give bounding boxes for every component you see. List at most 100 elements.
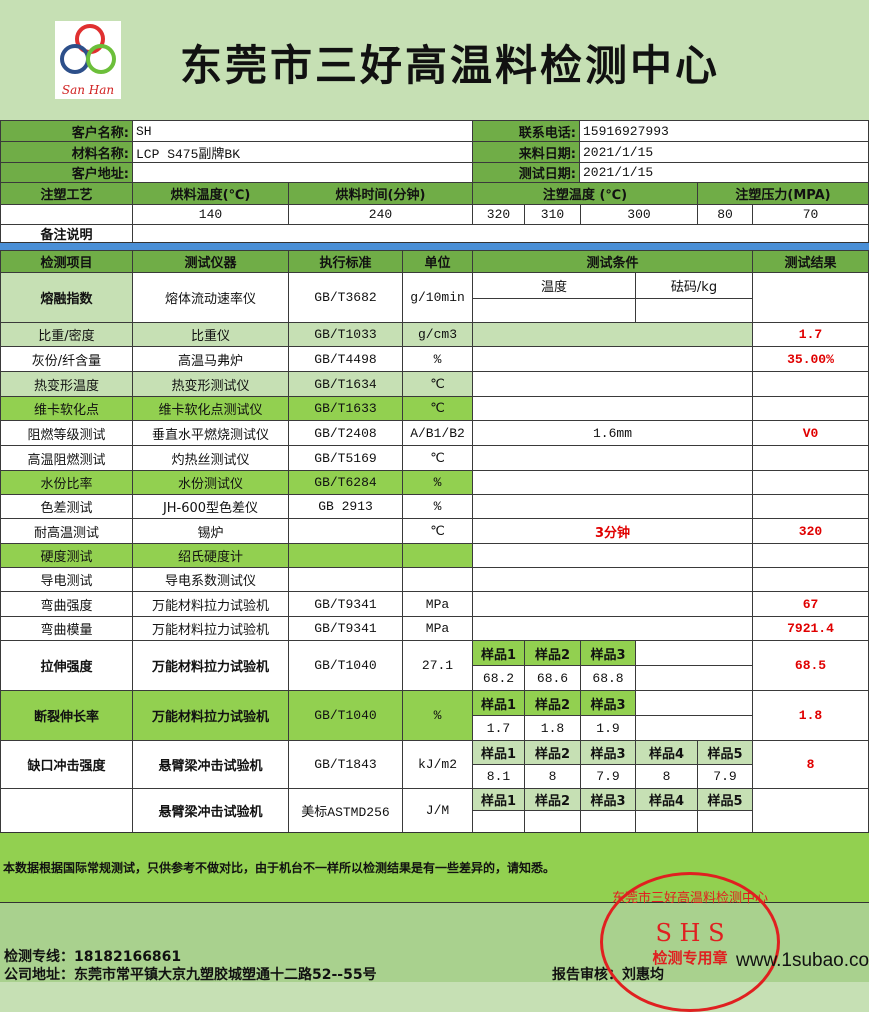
row-result xyxy=(752,396,869,421)
impact-sample-label: 样品2 xyxy=(524,740,581,765)
row-result xyxy=(752,494,869,519)
row-condition xyxy=(472,346,753,372)
impact-sample-value: 7.9 xyxy=(580,764,636,789)
stamp-ring-text: 东莞市三好高温料检测中心 xyxy=(611,891,768,906)
row-condition xyxy=(472,616,753,641)
impact-sample-value: 8 xyxy=(635,764,698,789)
row-result: 1.7 xyxy=(752,322,869,347)
logo: San Han xyxy=(55,21,121,99)
arrival-date-value: 2021/1/15 xyxy=(579,141,869,163)
row-item: 硬度测试 xyxy=(0,543,133,568)
row-instrument: 绍氏硬度计 xyxy=(132,543,289,568)
row-standard xyxy=(288,543,403,568)
injection-pressure-2: 70 xyxy=(752,204,869,225)
melt-instrument: 熔体流动速率仪 xyxy=(132,272,289,323)
elongation-empty-cell xyxy=(635,715,753,741)
molding-empty xyxy=(0,204,133,225)
izod-sample-value xyxy=(635,810,698,833)
test-date-label: 测试日期: xyxy=(472,162,580,183)
tensile-sample-label: 样品2 xyxy=(524,640,581,666)
row-unit: ℃ xyxy=(402,445,473,471)
address-value xyxy=(132,162,473,183)
row-item: 阻燃等级测试 xyxy=(0,420,133,446)
row-instrument: JH-600型色差仪 xyxy=(132,494,289,519)
row-standard xyxy=(288,518,403,544)
impact-sample-value: 7.9 xyxy=(697,764,753,789)
injection-pressure-header: 注塑压力(MPA) xyxy=(697,182,869,205)
row-condition xyxy=(472,494,753,519)
izod-sample-label: 样品1 xyxy=(472,788,525,811)
row-unit: ℃ xyxy=(402,518,473,544)
col-unit-header: 单位 xyxy=(402,250,473,273)
elongation-item: 断裂伸长率 xyxy=(0,690,133,741)
row-instrument: 高温马弗炉 xyxy=(132,346,289,372)
izod-instrument: 悬臂梁冲击试验机 xyxy=(132,788,289,833)
izod-sample-value xyxy=(697,810,753,833)
row-instrument: 万能材料拉力试验机 xyxy=(132,616,289,641)
tensile-empty-cell xyxy=(635,640,753,666)
row-standard: GB 2913 xyxy=(288,494,403,519)
row-result xyxy=(752,445,869,471)
row-condition xyxy=(472,396,753,421)
row-result xyxy=(752,470,869,495)
izod-standard: 美标ASTMD256 xyxy=(288,788,403,833)
row-instrument: 导电系数测试仪 xyxy=(132,567,289,592)
izod-sample-value xyxy=(580,810,636,833)
impact-item: 缺口冲击强度 xyxy=(0,740,133,789)
address-label: 客户地址: xyxy=(0,162,133,183)
elongation-sample-value: 1.8 xyxy=(524,715,581,741)
impact-sample-label: 样品4 xyxy=(635,740,698,765)
col-condition-header: 测试条件 xyxy=(472,250,753,273)
melt-cond-weight-label: 砝码/kg xyxy=(635,272,753,299)
drying-time-header: 烘料时间(分钟) xyxy=(288,182,473,205)
row-item: 色差测试 xyxy=(0,494,133,519)
page-title: 东莞市三好高温料检测中心 xyxy=(180,41,721,90)
tensile-standard: GB/T1040 xyxy=(288,640,403,691)
row-instrument: 水份测试仪 xyxy=(132,470,289,495)
row-item: 水份比率 xyxy=(0,470,133,495)
row-standard: GB/T5169 xyxy=(288,445,403,471)
row-instrument: 比重仪 xyxy=(132,322,289,347)
row-result xyxy=(752,371,869,397)
elongation-unit: % xyxy=(402,690,473,741)
row-condition xyxy=(472,470,753,495)
row-condition xyxy=(472,371,753,397)
remark-label: 备注说明 xyxy=(0,224,133,243)
col-result-header: 测试结果 xyxy=(752,250,869,273)
stamp-bottom: 检测专用章 xyxy=(652,949,728,967)
injection-pressure-1: 80 xyxy=(697,204,753,225)
elongation-sample-label: 样品1 xyxy=(472,690,525,716)
melt-result xyxy=(752,272,869,323)
col-item-header: 检测项目 xyxy=(0,250,133,273)
drying-temp-value: 140 xyxy=(132,204,289,225)
row-unit: % xyxy=(402,494,473,519)
stamp-center: S H S xyxy=(655,919,725,947)
row-condition xyxy=(472,445,753,471)
row-item: 热变形温度 xyxy=(0,371,133,397)
row-standard: GB/T9341 xyxy=(288,591,403,617)
row-item: 导电测试 xyxy=(0,567,133,592)
row-unit: ℃ xyxy=(402,371,473,397)
row-result xyxy=(752,543,869,568)
drying-temp-header: 烘料温度(℃) xyxy=(132,182,289,205)
test-date-value: 2021/1/15 xyxy=(579,162,869,183)
injection-temp-3: 300 xyxy=(580,204,698,225)
row-unit: MPa xyxy=(402,616,473,641)
customer-name-label: 客户名称: xyxy=(0,120,133,142)
row-unit: % xyxy=(402,470,473,495)
melt-cond-weight-value xyxy=(635,298,753,323)
impact-sample-value: 8 xyxy=(524,764,581,789)
injection-temp-1: 320 xyxy=(472,204,525,225)
row-unit xyxy=(402,567,473,592)
molding-header: 注塑工艺 xyxy=(0,182,133,205)
tensile-unit: 27.1 xyxy=(402,640,473,691)
elongation-sample-value: 1.9 xyxy=(580,715,636,741)
melt-cond-temp-label: 温度 xyxy=(472,272,636,299)
row-item: 高温阻燃测试 xyxy=(0,445,133,471)
material-label: 材料名称: xyxy=(0,141,133,163)
row-instrument: 维卡软化点测试仪 xyxy=(132,396,289,421)
phone-value: 15916927993 xyxy=(579,120,869,142)
izod-result xyxy=(752,788,869,833)
impact-result: 8 xyxy=(752,740,869,789)
material-value: LCP S475副牌BK xyxy=(132,141,473,163)
